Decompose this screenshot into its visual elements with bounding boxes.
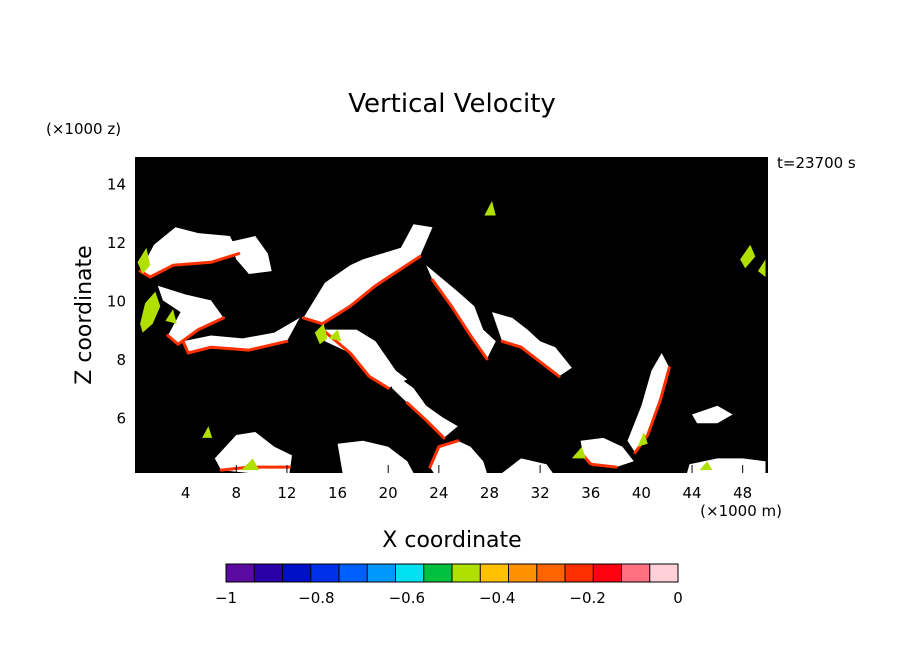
x-tick-label: 8 [232,484,242,502]
field-region-30 [137,247,151,274]
colorbar-segment [282,564,312,582]
field-region-34 [241,458,260,471]
x-tick-label: 20 [379,484,398,502]
x-tick-label: 28 [480,484,499,502]
field-region-16 [692,405,733,424]
field-edge-26 [181,339,289,355]
field-region-3 [157,285,224,345]
field-region-40 [165,309,177,324]
y-axis-label: Z coordinate [72,245,97,384]
field-region-7 [492,312,572,377]
field-edge-27 [166,316,226,346]
plot-background [135,157,768,473]
colorbar-frame [225,563,679,583]
field-region-0 [140,227,239,277]
field-region-33 [757,259,766,277]
colorbar-segment [310,564,340,582]
y-unit-label: (×1000 z) [46,120,121,138]
field-region-38 [699,461,713,471]
x-tick-label: 36 [581,484,600,502]
colorbar-segment [621,564,651,582]
x-tick-label: 4 [181,484,191,502]
colorbar-segment [339,564,368,582]
colorbar-segment [508,564,538,582]
field-edge-17 [138,252,241,279]
chart-title: Vertical Velocity [348,89,556,119]
field-region-5 [322,329,408,389]
x-axis-label: X coordinate [382,528,521,553]
colorbar-tick-label: −1 [215,589,237,607]
field-edge-18 [301,255,422,326]
x-tick-label: 32 [531,484,550,502]
y-axis: 6 8 10 12 14 [107,175,143,427]
x-unit-label: (×1000 m) [700,502,782,520]
plot-area [135,157,768,473]
colorbar-segment [480,564,510,582]
colorbar-ticks: −1 −0.8 −0.6 −0.4 −0.2 0 [215,589,683,607]
colorbar-segment [226,564,255,582]
field-edge-20 [431,278,489,361]
colorbar-segment [423,564,453,582]
x-tick-label: 16 [328,484,347,502]
colorbar-segment [452,564,481,582]
colorbar [225,563,679,583]
y-tick-label: 6 [116,409,126,427]
y-tick-label: 12 [107,234,126,252]
field-region-11 [214,432,292,473]
field-region-37 [637,432,648,447]
field-edge-24 [581,453,618,469]
field-region-35 [571,446,586,459]
field-region-36 [484,200,496,216]
field-region-29 [140,291,161,333]
field-edge-22 [405,401,446,440]
colorbar-segment [649,564,679,582]
field-region-32 [740,244,756,269]
field-region-6 [426,265,496,359]
y-tick-label: 8 [116,351,126,369]
field-region-8 [392,373,458,438]
field-region-2 [303,224,433,324]
colorbar-tick-label: −0.2 [569,589,605,607]
field-region-39 [328,329,342,342]
field-region-13 [430,440,487,473]
field-region-1 [229,236,272,274]
x-axis: 4 8 12 16 20 24 28 32 36 40 44 48 [181,465,752,502]
x-tick-label: 40 [632,484,651,502]
field-region-10 [580,437,634,468]
x-tick-label: 24 [429,484,448,502]
field-edge-28 [428,439,460,469]
colorbar-tick-label: −0.8 [298,589,334,607]
colorbar-tick-label: −0.6 [389,589,425,607]
x-tick-label: 44 [682,484,701,502]
colorbar-segment [536,564,566,582]
colorbar-tick-label: −0.4 [479,589,515,607]
field-region-12 [337,440,414,473]
velocity-field [137,200,766,473]
y-tick-label: 10 [107,292,126,310]
colorbar-segment [367,564,397,582]
colorbar-segment [395,564,425,582]
field-region-9 [627,353,670,453]
field-region-41 [202,426,213,438]
colorbar-tick-label: 0 [673,589,683,607]
field-edge-21 [500,339,561,378]
x-tick-label: 48 [733,484,752,502]
y-tick-label: 14 [107,175,126,193]
field-region-31 [314,323,328,345]
time-label: t=23700 s [777,154,856,172]
colorbar-segment [593,564,623,582]
colorbar-segment [254,564,284,582]
colorbar-segment [565,564,594,582]
field-edge-19 [320,328,390,390]
x-tick-label: 12 [277,484,296,502]
